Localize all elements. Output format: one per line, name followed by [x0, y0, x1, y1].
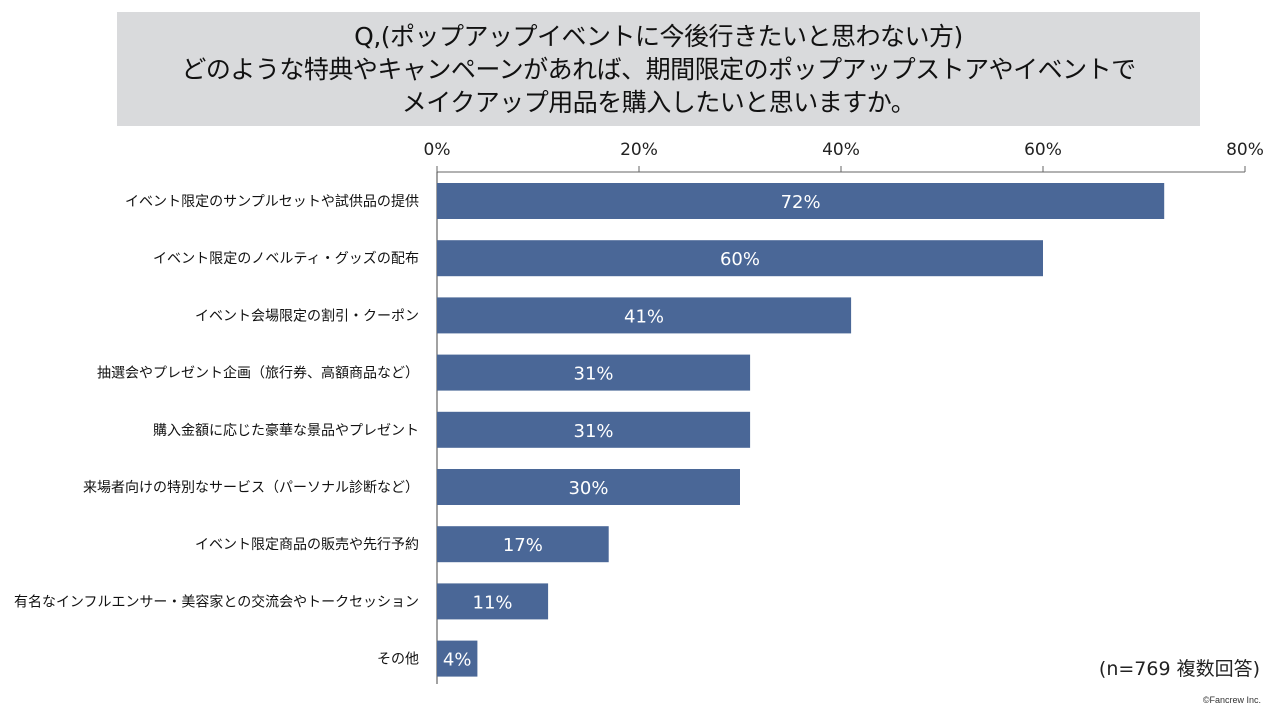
x-tick-label: 60% — [1024, 140, 1062, 160]
bar — [437, 297, 852, 334]
sample-size-note: (n=769 複数回答) — [1098, 658, 1260, 680]
bar — [437, 640, 478, 677]
data-label: 31% — [574, 364, 614, 385]
x-tick-label: 20% — [620, 140, 658, 160]
data-label: 31% — [574, 421, 614, 442]
category-label: その他 — [377, 652, 419, 668]
bar — [437, 183, 1165, 219]
bar — [437, 354, 751, 391]
copyright: ©Fancrew Inc. — [1202, 695, 1261, 705]
bar — [437, 240, 1043, 277]
data-label: 4% — [443, 650, 472, 671]
bar — [437, 526, 609, 563]
chart-title-line-3: メイクアップ用品を購入したいと思いますか。 — [401, 87, 916, 117]
data-label: 60% — [720, 249, 760, 270]
data-label: 17% — [503, 535, 543, 556]
category-label: イベント会場限定の割引・クーポン — [195, 307, 419, 324]
data-label: 11% — [473, 592, 513, 613]
bar — [437, 469, 740, 505]
data-label: 41% — [624, 306, 664, 327]
bar — [437, 583, 549, 620]
category-label: イベント限定のサンプルセットや試供品の提供 — [125, 194, 419, 210]
category-label: 来場者向けの特別なサービス（パーソナル診断など） — [83, 480, 419, 496]
x-tick-label: 80% — [1226, 140, 1264, 160]
chart-title-line-1: Q,(ポップアップイベントに今後行きたいと思わない方) — [354, 21, 963, 51]
x-tick-label: 40% — [822, 140, 860, 160]
category-label: イベント限定商品の販売や先行予約 — [195, 537, 419, 553]
category-label: イベント限定のノベルティ・グッズの配布 — [153, 251, 419, 267]
category-label: 抽選会やプレゼント企画（旅行券、高額商品など） — [97, 365, 419, 382]
data-label: 30% — [568, 478, 608, 499]
x-tick-label: 0% — [424, 140, 451, 160]
category-label: 有名なインフルエンサー・美容家との交流会やトークセッション — [14, 593, 419, 610]
bar — [437, 411, 751, 448]
category-label: 購入金額に応じた豪華な景品やプレゼント — [153, 423, 419, 439]
chart-title-line-2: どのような特典やキャンペーンがあれば、期間限定のポップアップストアやイベントで — [181, 54, 1136, 84]
data-label: 72% — [781, 192, 821, 213]
chart-title-box: Q,(ポップアップイベントに今後行きたいと思わない方) どのような特典やキャンペ… — [117, 12, 1200, 126]
